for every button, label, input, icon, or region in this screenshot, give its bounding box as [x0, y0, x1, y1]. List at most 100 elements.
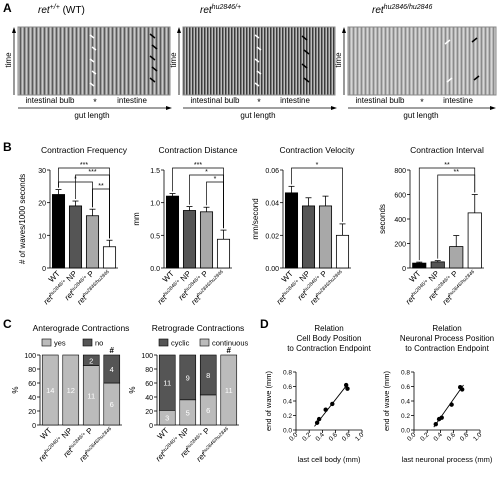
bar [467, 212, 482, 269]
data-point [323, 407, 328, 412]
time-axis-label: time [4, 52, 13, 68]
category-tick-label: WT [156, 426, 171, 441]
chart-title-line: Relation [432, 324, 461, 333]
chart-title-line: Relation [314, 324, 343, 333]
bar-chart-2: Contraction Distancemm0.00.51.01.5WTreth… [132, 145, 238, 307]
y-axis-label: end of wave (mm) [382, 370, 391, 431]
data-point [343, 382, 349, 388]
time-axis-label: time [169, 52, 178, 68]
x-tick-label: 1.0 [472, 431, 484, 443]
significance-label: ** [444, 162, 450, 169]
intestine-label: intestine [117, 96, 147, 105]
stacked-segment [103, 354, 121, 384]
significance-bracket [92, 188, 110, 239]
chart-title-line: Neuronal Process Position [400, 334, 494, 343]
significance-bracket [291, 167, 343, 222]
contraction-arrows-white [444, 39, 453, 83]
y-tick-label: 60 [28, 381, 36, 388]
bulb-boundary-star: * [420, 97, 424, 107]
panel-label-d: D [260, 317, 269, 331]
y-tick-label: 0.06 [265, 168, 279, 175]
significance-label: *** [88, 169, 96, 176]
bar [102, 246, 117, 269]
kymograph-homo: rethu2846/hu2846 time intestinal bulb * … [334, 4, 497, 120]
x-tick-label: 0.0 [406, 431, 418, 443]
stacked-segment [82, 354, 100, 366]
y-tick-label: 400 [394, 217, 406, 224]
stacked-segment [62, 354, 80, 426]
bar-chart-1: Contraction Frequency # of waves/1000 sec… [18, 145, 128, 307]
bar [68, 205, 83, 269]
y-axis-label: mm/second [251, 198, 260, 239]
kymograph-wt: ret+/+ (WT) time intestinal bulb * intes… [4, 4, 172, 120]
data-point [459, 387, 465, 392]
panel-label-c: C [3, 317, 12, 331]
y-tick-label: 0.4 [283, 399, 292, 406]
segment-count-label: 4 [110, 365, 114, 374]
y-axis-label: mm [132, 212, 141, 226]
data-point [449, 402, 454, 407]
significance-label: *** [194, 162, 202, 169]
data-point [433, 422, 438, 427]
intestine-label: intestine [443, 96, 473, 105]
y-tick-label: 0.0 [401, 428, 410, 435]
y-tick-label: 60 [145, 381, 153, 388]
segment-count-label: 11 [87, 391, 95, 400]
kymograph-title: rethu2846/+ [200, 4, 241, 16]
legend-swatch [41, 338, 52, 347]
chart-title: Contraction Velocity [279, 145, 355, 155]
bar [182, 210, 197, 269]
gut-length-arrow-head [331, 106, 337, 110]
y-tick-label: 200 [394, 242, 406, 249]
intestine-label: intestine [280, 96, 310, 105]
segment-count-label: 14 [46, 386, 54, 395]
kymograph-image [17, 26, 171, 96]
segment-count-label: 11 [163, 379, 171, 388]
y-tick-label: 10 [38, 233, 46, 240]
stacked-segment [158, 354, 176, 411]
data-point [345, 386, 350, 391]
significance-bracket [418, 167, 476, 261]
bar [430, 261, 445, 269]
legend-swatch [158, 338, 169, 347]
y-tick-label: 20 [38, 201, 46, 208]
y-tick-label: 0.00 [265, 266, 279, 273]
panel-label-b: B [3, 140, 12, 154]
legend-swatch [82, 338, 93, 347]
bar [199, 211, 214, 269]
bar [284, 192, 299, 269]
significance-label: * [205, 169, 208, 176]
y-tick-label: 100 [24, 353, 36, 360]
segment-count-label: 9 [186, 373, 190, 382]
intestinal-bulb-label: intestinal bulb [356, 96, 405, 105]
significance-label: *** [80, 162, 88, 169]
x-tick-label: 0.4 [432, 431, 444, 443]
y-axis-label: seconds [378, 204, 387, 234]
chart-title-line: to Contraction Endpoint [405, 344, 489, 353]
significance-bracket [206, 181, 224, 229]
significance-mark: # [227, 346, 232, 355]
bar [85, 215, 100, 269]
y-tick-label: 0.0 [150, 266, 160, 273]
y-tick-label: 1.0 [150, 201, 160, 208]
significance-label: * [74, 176, 77, 183]
x-tick-label: 0.0 [288, 431, 300, 443]
y-tick-label: 80 [145, 367, 153, 374]
y-tick-label: 100 [141, 353, 153, 360]
y-tick-label: 0.6 [401, 384, 410, 391]
segment-count-label: 6 [206, 406, 210, 415]
y-tick-label: 40 [145, 395, 153, 402]
y-tick-label: 80 [28, 367, 36, 374]
contraction-arrows-white [254, 34, 262, 87]
x-axis-label: last neuronal process (mm) [402, 455, 493, 464]
bar-chart-3: Contraction Velocity mm/second 0.00 0.02 0.0… [251, 145, 355, 307]
significance-bracket [58, 167, 110, 239]
y-tick-label: 20 [28, 409, 36, 416]
time-arrow-head [342, 27, 346, 33]
chart-title-line: Cell Body Position [297, 334, 362, 343]
gut-length-label: gut length [74, 111, 109, 120]
segment-count-label: 5 [186, 408, 190, 417]
x-tick-label: 0.6 [328, 431, 340, 443]
x-tick-label: 0.8 [459, 431, 471, 443]
